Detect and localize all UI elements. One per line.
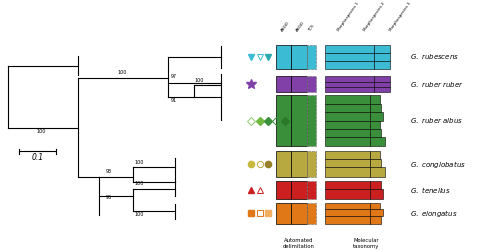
Text: $\it{G.\ rubescens}$: $\it{G.\ rubescens}$ (410, 52, 459, 61)
Bar (370, 159, 381, 167)
Bar (326, 151, 370, 159)
Bar (326, 159, 370, 167)
Bar (370, 209, 383, 216)
Bar (374, 45, 391, 53)
Text: 96: 96 (106, 195, 112, 200)
Bar (370, 104, 381, 112)
Bar (374, 60, 391, 68)
Text: 93: 93 (106, 170, 112, 174)
Bar (370, 129, 381, 137)
Text: Morphospecies 3: Morphospecies 3 (389, 2, 412, 32)
Bar (291, 45, 306, 68)
Bar (326, 45, 374, 53)
Bar (370, 190, 383, 199)
Bar (370, 95, 380, 104)
Text: 100: 100 (135, 160, 144, 165)
Text: $\it{G.\ conglobatus}$: $\it{G.\ conglobatus}$ (410, 159, 466, 170)
Bar (291, 202, 306, 224)
Bar (370, 216, 381, 224)
Bar (374, 87, 391, 92)
Bar (276, 151, 291, 177)
Text: $\it{G.\ ruber\ ruber}$: $\it{G.\ ruber\ ruber}$ (410, 80, 464, 89)
Text: 97: 97 (170, 74, 176, 80)
Bar (291, 181, 306, 199)
Bar (306, 95, 316, 146)
Bar (276, 95, 291, 146)
Bar (326, 167, 370, 177)
Text: 100: 100 (135, 212, 144, 218)
Bar (276, 76, 291, 92)
Bar (276, 181, 291, 199)
Bar (326, 76, 374, 82)
Bar (370, 112, 383, 121)
Text: TCS: TCS (308, 24, 315, 32)
Bar (370, 137, 385, 146)
Bar (374, 76, 391, 82)
Text: 100: 100 (36, 129, 45, 134)
Text: 100: 100 (117, 70, 127, 74)
Bar (326, 137, 370, 146)
Text: Automated
delimitation: Automated delimitation (283, 238, 315, 249)
Bar (326, 87, 374, 92)
Bar (370, 202, 380, 209)
Bar (326, 121, 370, 129)
Bar (306, 45, 316, 68)
Bar (291, 76, 306, 92)
Text: Molecular
taxonomy: Molecular taxonomy (353, 238, 379, 249)
Bar (326, 181, 370, 190)
Bar (326, 53, 374, 60)
Bar (326, 129, 370, 137)
Bar (326, 209, 370, 216)
Bar (291, 95, 306, 146)
Text: Morphospecies 1: Morphospecies 1 (337, 2, 360, 32)
Bar (306, 202, 316, 224)
Bar (370, 121, 380, 129)
Text: 100: 100 (135, 181, 144, 186)
Bar (370, 167, 385, 177)
Bar (276, 202, 291, 224)
Bar (306, 76, 316, 92)
Bar (370, 181, 381, 190)
Text: 100: 100 (195, 78, 204, 84)
Text: 0.1: 0.1 (32, 153, 43, 162)
Bar (326, 202, 370, 209)
Bar (326, 190, 370, 199)
Bar (374, 82, 391, 87)
Bar (326, 82, 374, 87)
Bar (326, 216, 370, 224)
Bar (326, 112, 370, 121)
Text: 91: 91 (170, 98, 176, 103)
Bar (370, 151, 380, 159)
Bar (276, 45, 291, 68)
Text: Morphospecies 2: Morphospecies 2 (363, 2, 386, 32)
Text: ABGD: ABGD (280, 20, 291, 32)
Bar (306, 151, 316, 177)
Bar (374, 53, 391, 60)
Text: $\it{G.\ elongatus}$: $\it{G.\ elongatus}$ (410, 208, 457, 219)
Bar (326, 104, 370, 112)
Bar (326, 95, 370, 104)
Text: ABGD: ABGD (295, 20, 306, 32)
Bar (326, 60, 374, 68)
Text: $\it{G.\ tenellus}$: $\it{G.\ tenellus}$ (410, 185, 451, 195)
Text: $\it{G.\ ruber\ albus}$: $\it{G.\ ruber\ albus}$ (410, 116, 463, 125)
Bar (306, 181, 316, 199)
Bar (291, 151, 306, 177)
